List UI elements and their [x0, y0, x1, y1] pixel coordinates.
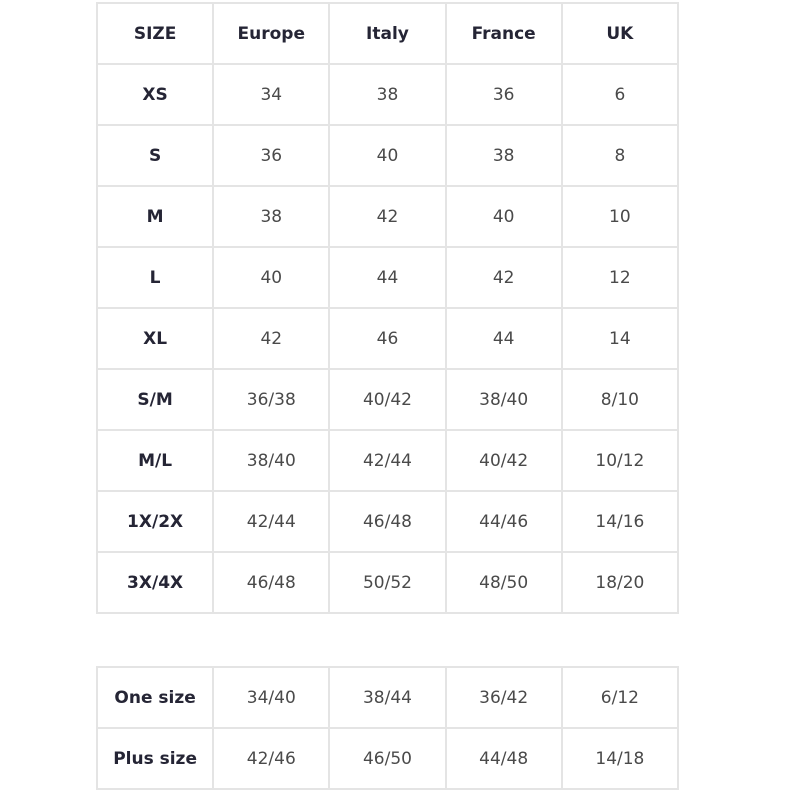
size-value-cell: 42/44	[212, 490, 331, 553]
size-value-cell: 42	[212, 307, 331, 370]
column-header: UK	[560, 2, 680, 65]
size-label-cell: 3X/4X	[95, 551, 215, 614]
size-value-cell: 38	[328, 63, 447, 126]
table-row: L 40 44 42 12	[95, 246, 680, 309]
size-value-cell: 46	[328, 307, 447, 370]
size-value-cell: 44	[444, 307, 563, 370]
size-value-cell: 38/44	[328, 666, 447, 729]
header-row: SIZE Europe Italy France UK	[95, 2, 680, 65]
size-value-cell: 36/42	[444, 666, 563, 729]
table-row: 1X/2X 42/44 46/48 44/46 14/16	[95, 490, 680, 553]
size-value-cell: 46/48	[328, 490, 447, 553]
size-value-cell: 46/50	[328, 727, 447, 790]
table-row: 3X/4X 46/48 50/52 48/50 18/20	[95, 551, 680, 614]
size-label-cell: Plus size	[95, 727, 215, 790]
size-value-cell: 48/50	[444, 551, 563, 614]
size-label-cell: S/M	[95, 368, 215, 431]
size-label-cell: L	[95, 246, 215, 309]
size-value-cell: 14/18	[560, 727, 680, 790]
size-value-cell: 44/48	[444, 727, 563, 790]
size-value-cell: 38	[212, 185, 331, 248]
size-chart-table: SIZE Europe Italy France UK XS 34 38 36 6 S 36 40 38 8…	[95, 2, 680, 614]
size-value-cell: 42	[444, 246, 563, 309]
size-value-cell: 46/48	[212, 551, 331, 614]
size-value-cell: 42/46	[212, 727, 331, 790]
table-row: XL 42 46 44 14	[95, 307, 680, 370]
size-value-cell: 44/46	[444, 490, 563, 553]
size-label-cell: XS	[95, 63, 215, 126]
size-label-cell: M/L	[95, 429, 215, 492]
size-value-cell: 6	[560, 63, 680, 126]
size-label-cell: XL	[95, 307, 215, 370]
size-value-cell: 10	[560, 185, 680, 248]
size-label-cell: M	[95, 185, 215, 248]
size-value-cell: 38/40	[444, 368, 563, 431]
column-header: SIZE	[95, 2, 215, 65]
table-row: M/L 38/40 42/44 40/42 10/12	[95, 429, 680, 492]
size-value-cell: 8	[560, 124, 680, 187]
table-row: S/M 36/38 40/42 38/40 8/10	[95, 368, 680, 431]
size-label-cell: S	[95, 124, 215, 187]
size-value-cell: 36	[212, 124, 331, 187]
column-header: France	[444, 2, 563, 65]
size-value-cell: 42	[328, 185, 447, 248]
table-row: XS 34 38 36 6	[95, 63, 680, 126]
size-value-cell: 10/12	[560, 429, 680, 492]
size-value-cell: 6/12	[560, 666, 680, 729]
one-plus-size-table: One size 34/40 38/44 36/42 6/12 Plus size 42/4…	[95, 666, 680, 790]
size-value-cell: 40	[212, 246, 331, 309]
size-value-cell: 40	[328, 124, 447, 187]
column-header: Italy	[328, 2, 447, 65]
size-value-cell: 38	[444, 124, 563, 187]
size-value-cell: 34	[212, 63, 331, 126]
size-value-cell: 36	[444, 63, 563, 126]
size-label-cell: One size	[95, 666, 215, 729]
size-value-cell: 38/40	[212, 429, 331, 492]
size-label-cell: 1X/2X	[95, 490, 215, 553]
size-value-cell: 34/40	[212, 666, 331, 729]
size-value-cell: 14	[560, 307, 680, 370]
size-value-cell: 8/10	[560, 368, 680, 431]
column-header: Europe	[212, 2, 331, 65]
size-value-cell: 50/52	[328, 551, 447, 614]
table-row: Plus size 42/46 46/50 44/48 14/18	[95, 727, 680, 790]
size-value-cell: 18/20	[560, 551, 680, 614]
size-value-cell: 14/16	[560, 490, 680, 553]
size-value-cell: 40/42	[444, 429, 563, 492]
size-value-cell: 44	[328, 246, 447, 309]
table-row: One size 34/40 38/44 36/42 6/12	[95, 666, 680, 729]
size-value-cell: 36/38	[212, 368, 331, 431]
size-value-cell: 42/44	[328, 429, 447, 492]
size-value-cell: 40	[444, 185, 563, 248]
size-value-cell: 12	[560, 246, 680, 309]
size-value-cell: 40/42	[328, 368, 447, 431]
table-row: M 38 42 40 10	[95, 185, 680, 248]
table-row: S 36 40 38 8	[95, 124, 680, 187]
